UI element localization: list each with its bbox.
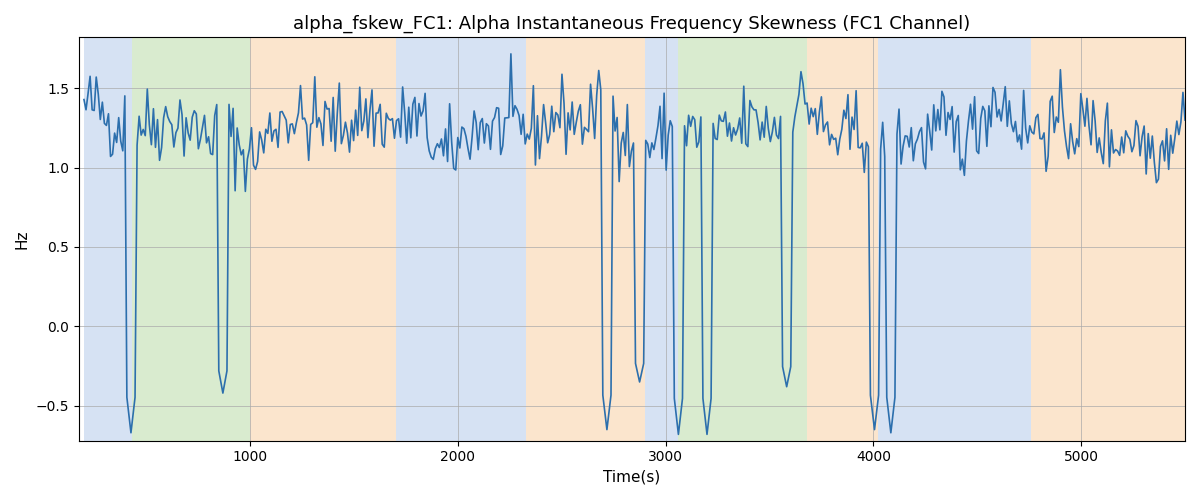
Bar xyxy=(527,38,644,440)
Bar xyxy=(806,38,877,440)
X-axis label: Time(s): Time(s) xyxy=(604,470,660,485)
Bar xyxy=(250,38,396,440)
Bar xyxy=(1031,38,1186,440)
Y-axis label: Hz: Hz xyxy=(14,230,30,249)
Title: alpha_fskew_FC1: Alpha Instantaneous Frequency Skewness (FC1 Channel): alpha_fskew_FC1: Alpha Instantaneous Fre… xyxy=(293,15,971,34)
Bar xyxy=(84,38,132,440)
Bar xyxy=(644,38,678,440)
Bar xyxy=(678,38,806,440)
Bar xyxy=(877,38,1031,440)
Bar xyxy=(396,38,527,440)
Bar xyxy=(132,38,250,440)
